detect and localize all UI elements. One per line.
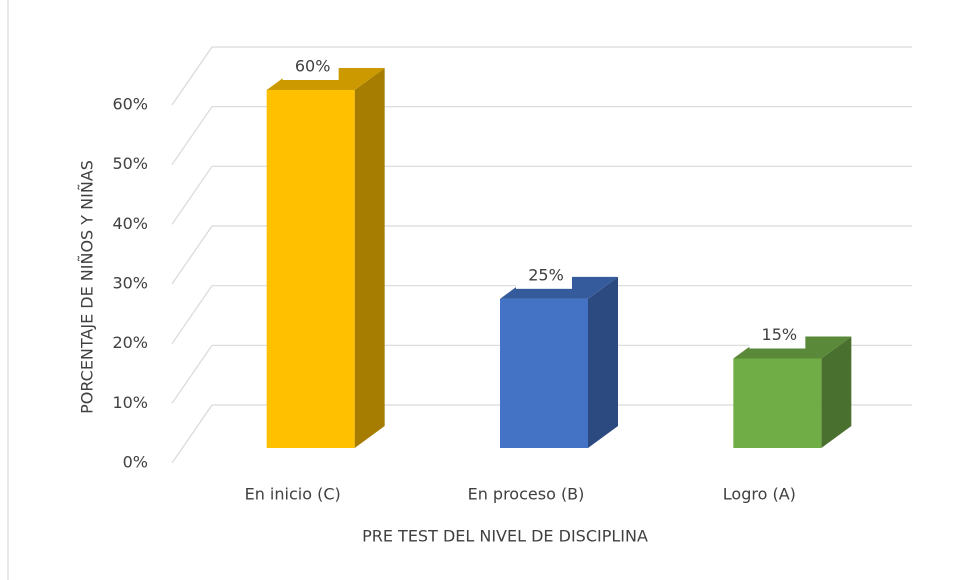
y-tick-label: 10% [112,393,148,412]
y-tick-label: 30% [112,274,148,293]
x-tick-label: En proceso (B) [468,485,585,504]
value-label-box [282,54,339,80]
grid-line [171,46,213,106]
grid-line [171,344,213,404]
grid-line [171,285,213,345]
y-tick-label: 20% [112,333,148,352]
y-tick-label: 40% [112,214,148,233]
y-tick-label: 60% [112,95,148,114]
value-label: 15% [762,325,798,344]
bar [733,358,822,448]
y-tick-label: 50% [112,154,148,173]
value-label: 25% [528,265,564,284]
grid-line [171,165,213,225]
bar [500,298,588,448]
value-label-box [516,262,572,289]
y-axis-title: PORCENTAJE DE NIÑOS Y NIÑAS [78,160,97,414]
x-tick-label: Logro (A) [723,485,796,504]
grid-line [171,404,213,464]
bar [266,90,355,448]
value-label-box [749,322,806,349]
y-tick-label: 0% [123,453,148,472]
bar-side [354,68,385,448]
value-label: 60% [295,57,331,76]
x-tick-label: En inicio (C) [245,485,341,504]
grid-line [171,225,213,285]
x-axis-title: PRE TEST DEL NIVEL DE DISCIPLINA [362,527,648,546]
grid-line [171,106,213,166]
bar-side [588,276,618,448]
bar-side [821,336,852,448]
